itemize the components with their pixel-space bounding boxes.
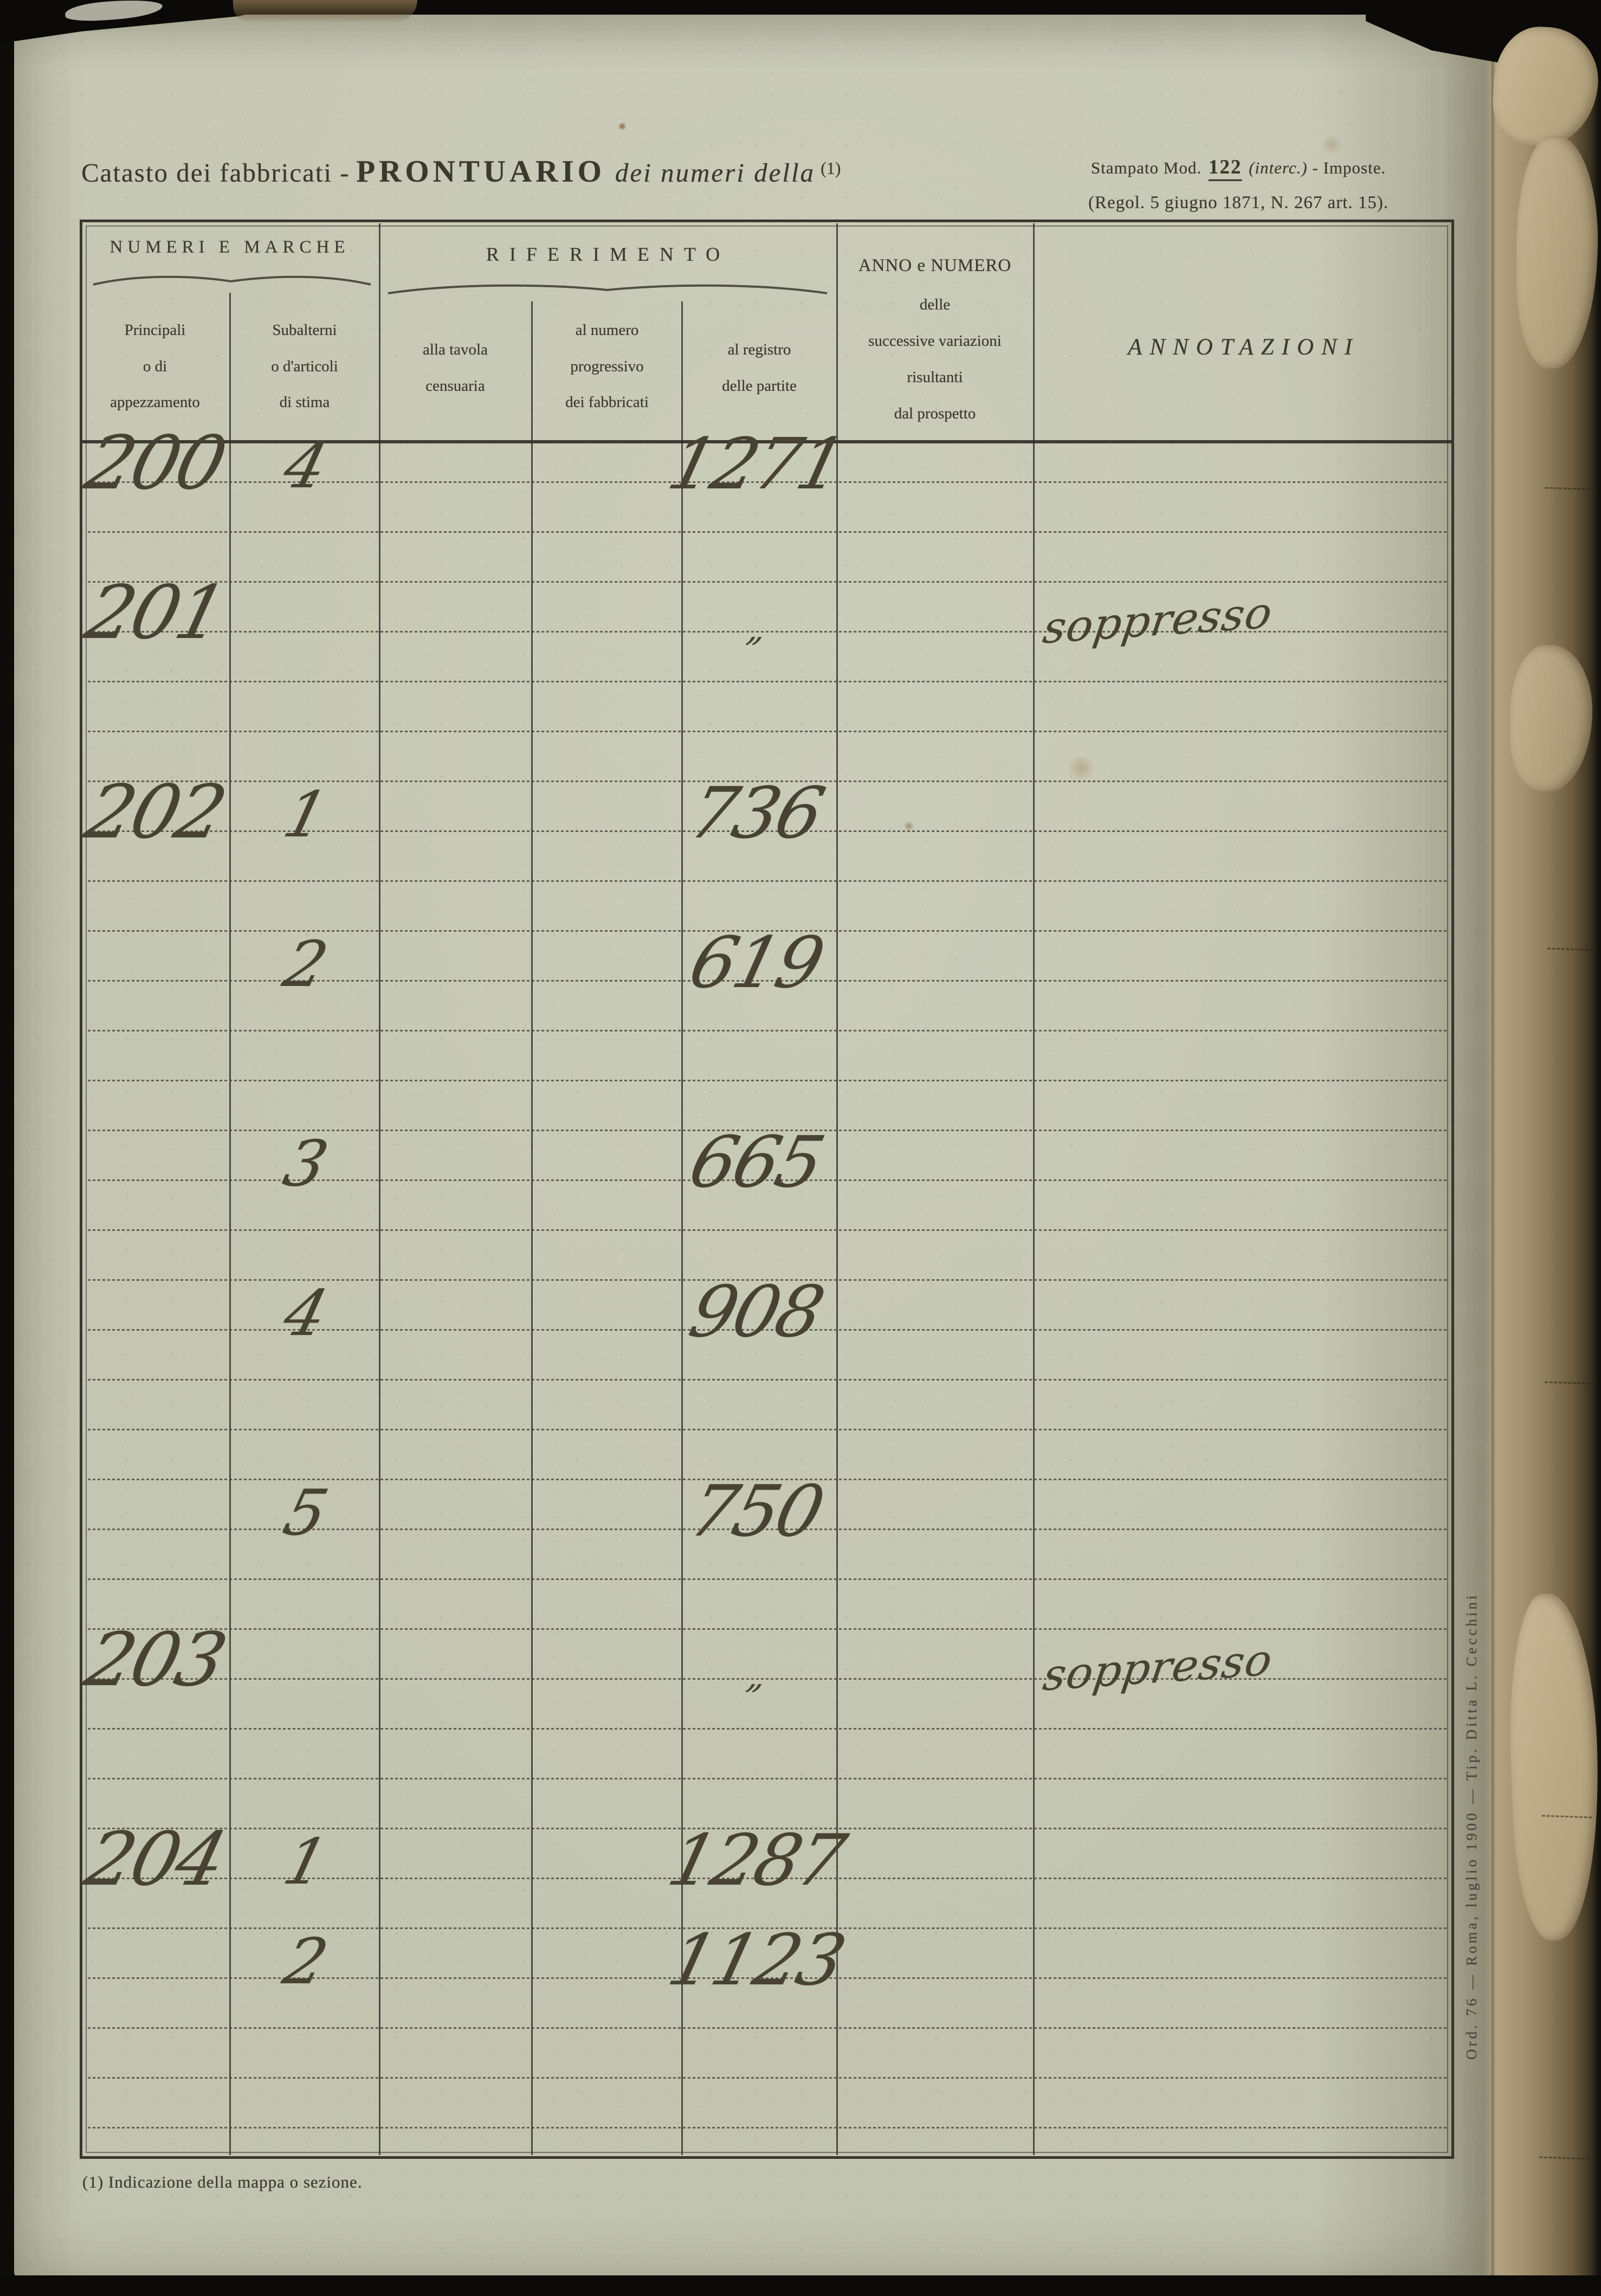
- register-table: [80, 220, 1454, 2159]
- title-suffix: dei numeri della: [615, 158, 816, 188]
- handwritten-registro: 750: [681, 1470, 831, 1552]
- column-header-principali: Principali o di appezzamento: [110, 321, 200, 411]
- handwritten-registro: 1271: [660, 423, 852, 505]
- table-column-rule: [681, 301, 683, 2155]
- table-column-rule: [379, 223, 380, 2155]
- dotted-row-line: [88, 1080, 1447, 1081]
- stamp-interc: (interc.): [1249, 158, 1308, 177]
- title-prefix: Catasto dei fabbricati: [81, 158, 333, 188]
- group-brace-numeri: [93, 275, 371, 286]
- photo-bottom-edge: [0, 2275, 1601, 2296]
- dotted-row-line: [88, 2127, 1447, 2129]
- footnote: (1) Indicazione della mappa o sezione.: [82, 2172, 363, 2191]
- dotted-row-line: [88, 1778, 1447, 1779]
- printer-imprint: Ord. 76 — Roma, luglio 1900 — Tip. Ditta…: [1463, 1592, 1480, 2060]
- dotted-row-line: [88, 1927, 1447, 1929]
- handwritten-principale: 203: [77, 1617, 233, 1703]
- table-column-rule: [229, 293, 231, 2155]
- handwritten-registro: 1287: [660, 1819, 852, 1901]
- dotted-row-line: [88, 1878, 1447, 1879]
- form-stamp: Stampato Mod. 122 (interc.) - Imposte. (…: [1024, 156, 1452, 213]
- dotted-row-line: [88, 1179, 1447, 1181]
- title-main: PRONTUARIO: [356, 154, 605, 189]
- dotted-row-line: [88, 1479, 1447, 1480]
- table-column-rule: [836, 223, 838, 2155]
- torn-page-piece: [1510, 645, 1592, 791]
- stamp-model-number: 122: [1208, 156, 1242, 178]
- torn-page-piece: [1516, 136, 1598, 369]
- handwritten-registro: 1123: [660, 1919, 852, 2001]
- handwritten-registro: 736: [681, 772, 831, 854]
- dotted-row-line: [88, 1728, 1447, 1730]
- dotted-row-line: [88, 1977, 1447, 1979]
- stamp-regulation-line: (Regol. 5 giugno 1871, N. 267 art. 15).: [1088, 193, 1389, 212]
- dotted-row-line: [88, 1628, 1447, 1630]
- dotted-row-line: [88, 1329, 1447, 1331]
- dotted-row-line: [88, 581, 1447, 583]
- dotted-row-line: [88, 1229, 1447, 1231]
- dotted-row-line: [88, 1030, 1447, 1031]
- column-header-numero-progressivo: al numero progressivo dei fabbricati: [565, 321, 649, 411]
- dotted-row-line: [88, 1279, 1447, 1281]
- column-header-annotazioni: ANNOTAZIONI: [1128, 334, 1360, 360]
- group-brace-riferimento: [388, 284, 828, 294]
- dotted-row-line: [88, 880, 1447, 882]
- dotted-row-line: [88, 681, 1447, 682]
- column-header-registro-partite: al registro delle partite: [722, 341, 797, 395]
- paper-sheet: [14, 14, 1492, 2278]
- column-header-tavola-censuaria: alla tavola censuaria: [423, 341, 488, 395]
- dotted-row-line: [88, 631, 1447, 633]
- header-body-separator: [82, 440, 1451, 443]
- dotted-row-line: [88, 781, 1447, 782]
- top-edge-stain: [233, 0, 417, 22]
- handwritten-registro: 665: [681, 1121, 831, 1203]
- handwritten-principale: 200: [77, 421, 233, 506]
- dotted-row-line: [88, 1429, 1447, 1430]
- column-header-subalterni: Subalterni o d'articoli di stima: [271, 321, 338, 411]
- dotted-row-line: [88, 731, 1447, 732]
- stamp-model-line: Stampato Mod. 122 (interc.) - Imposte.: [1024, 156, 1452, 179]
- handwritten-principale: 204: [77, 1817, 233, 1902]
- dotted-row-line: [88, 2077, 1447, 2079]
- dotted-row-line: [88, 1678, 1447, 1680]
- title-dash: -: [340, 158, 349, 188]
- column-header-anno-numero: ANNO e NUMERO delle successive variazion…: [858, 256, 1012, 423]
- column-group-numeri-marche: NUMERI E MARCHE: [109, 237, 350, 257]
- stamp-prefix: Stampato Mod.: [1090, 158, 1202, 177]
- dotted-row-line: [88, 2027, 1447, 2029]
- handwritten-principale: 201: [77, 570, 233, 656]
- dotted-row-line: [88, 830, 1447, 832]
- handwritten-principale: 202: [77, 770, 233, 855]
- dotted-row-line: [88, 1130, 1447, 1131]
- dotted-row-line: [88, 1828, 1447, 1829]
- column-group-riferimento: RIFERIMENTO: [486, 243, 731, 265]
- dotted-row-line: [88, 481, 1447, 483]
- stamp-tail: - Imposte.: [1312, 158, 1386, 177]
- handwritten-registro: 908: [681, 1270, 831, 1353]
- table-column-rule: [531, 301, 533, 2155]
- table-column-rule: [1033, 223, 1035, 2155]
- title-footnote-ref: (1): [821, 158, 841, 178]
- dotted-row-line: [88, 1379, 1447, 1381]
- dotted-row-line: [88, 930, 1447, 932]
- page-title: Catasto dei fabbricati - PRONTUARIO dei num…: [81, 154, 841, 189]
- dotted-row-line: [88, 531, 1447, 533]
- dotted-row-line: [88, 980, 1447, 982]
- dotted-row-line: [88, 1528, 1447, 1530]
- dotted-row-line: [88, 1578, 1447, 1580]
- handwritten-registro: 619: [681, 921, 831, 1004]
